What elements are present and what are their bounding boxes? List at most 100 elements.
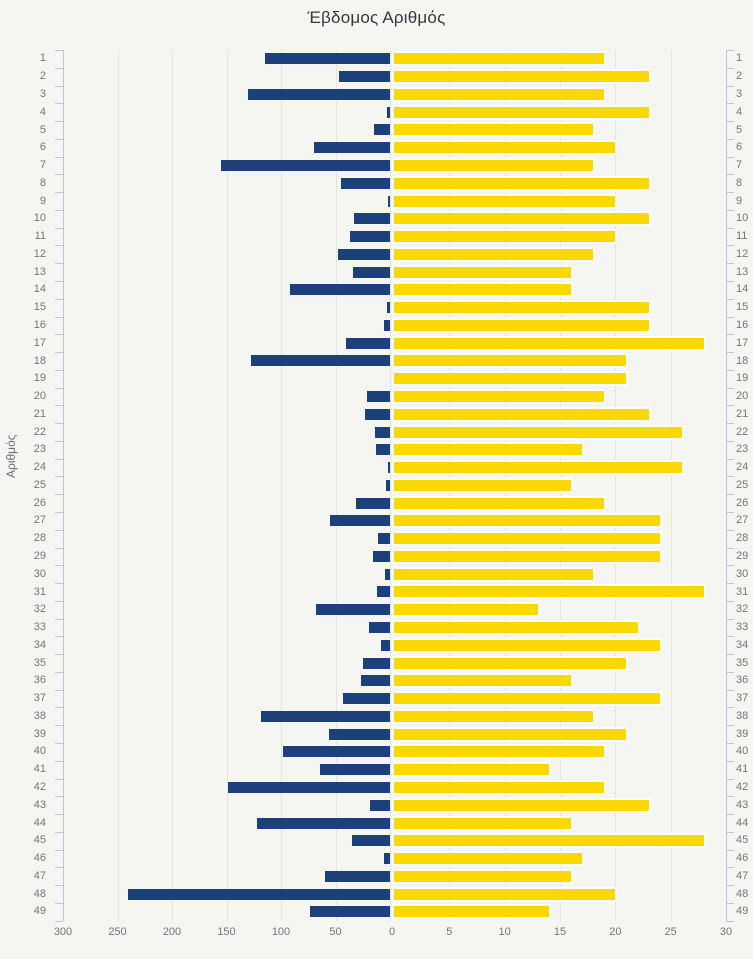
category-label-right: 39 — [736, 727, 749, 740]
row-tick-right — [726, 920, 734, 922]
x-axis-tick-label: 5 — [446, 926, 453, 938]
x-axis-tick-label: 20 — [609, 926, 622, 938]
row-tick-right — [726, 814, 734, 816]
category-label-right: 16 — [736, 318, 749, 331]
bar-left — [337, 248, 390, 260]
category-label-right: 15 — [736, 301, 749, 314]
category-label-right: 9 — [736, 194, 743, 207]
x-axis-tick-label: 30 — [719, 926, 733, 938]
category-label-right: 18 — [736, 354, 749, 367]
category-label-right: 46 — [736, 852, 749, 864]
category-label-right: 37 — [736, 692, 749, 705]
row-tick-left — [55, 369, 63, 371]
row-tick-left — [55, 192, 63, 194]
bar-right — [392, 637, 662, 653]
category-label-left: 12 — [33, 247, 46, 260]
bar-right — [392, 104, 651, 120]
bar-right — [392, 584, 706, 600]
category-label-left: 11 — [34, 230, 46, 243]
gridline-left-200 — [172, 50, 173, 921]
x-axis-tick-label: 250 — [108, 926, 127, 938]
bar-right — [392, 211, 651, 227]
bar-row — [63, 281, 726, 299]
row-tick-right — [726, 849, 734, 851]
bar-right — [392, 300, 651, 316]
gridline-right-20 — [615, 50, 617, 921]
row-tick-right — [726, 192, 734, 194]
category-label-left: 24 — [33, 461, 46, 474]
bar-row — [63, 121, 726, 139]
category-label-left: 33 — [33, 621, 46, 633]
bar-row — [63, 174, 726, 192]
row-tick-left — [55, 352, 63, 354]
category-label-left: 10 — [33, 212, 46, 225]
row-tick-right — [726, 316, 734, 318]
bar-row — [63, 157, 726, 175]
bar-row — [63, 903, 726, 921]
row-tick-right — [726, 85, 734, 87]
category-label-left: 22 — [33, 425, 46, 438]
row-tick-left — [55, 281, 63, 282]
bar-row — [63, 245, 726, 263]
row-tick-right — [726, 529, 734, 531]
bar-row — [63, 672, 726, 690]
bar-right — [391, 815, 574, 831]
row-tick-left — [55, 831, 63, 833]
category-label-left: 14 — [33, 283, 46, 296]
category-label-left: 36 — [33, 674, 46, 687]
bar-row — [63, 548, 726, 566]
bar-left — [381, 639, 390, 651]
bar-right — [392, 602, 540, 618]
row-tick-left — [55, 725, 63, 727]
bar-row — [63, 779, 726, 797]
bar-left — [360, 675, 390, 687]
bar-right — [392, 762, 551, 778]
row-tick-right — [726, 423, 734, 425]
bar-row — [63, 405, 726, 423]
row-tick-right — [726, 494, 734, 496]
category-label-right: 43 — [736, 798, 749, 811]
bar-right — [392, 175, 651, 191]
category-label-right: 2 — [736, 70, 743, 83]
category-label-left: 46 — [33, 852, 46, 864]
row-tick-right — [726, 831, 734, 833]
category-label-left: 7 — [39, 159, 46, 171]
bar-row — [63, 512, 726, 530]
bar-row — [63, 565, 726, 583]
row-tick-left — [55, 50, 63, 51]
bar-left — [369, 622, 390, 634]
row-tick-left — [55, 263, 63, 265]
bar-right — [391, 477, 574, 493]
bar-left — [340, 177, 390, 189]
bar-left — [386, 302, 390, 314]
category-label-right: 11 — [736, 230, 748, 243]
row-tick-left — [55, 547, 63, 549]
row-tick-left — [55, 636, 63, 638]
row-tick-left — [55, 156, 63, 158]
row-tick-left — [55, 885, 63, 887]
bar-row — [63, 86, 726, 104]
bar-right — [392, 691, 662, 707]
bar-right — [391, 229, 618, 245]
category-label-left: 35 — [33, 656, 46, 669]
bar-left — [385, 479, 390, 491]
bar-row — [63, 601, 726, 619]
bar-row — [63, 476, 726, 494]
row-tick-left — [55, 245, 63, 247]
gridline-left-0 — [390, 50, 391, 921]
bar-right — [392, 833, 706, 849]
category-label-right: 35 — [736, 656, 749, 669]
row-tick-left — [55, 440, 63, 442]
row-tick-left — [55, 902, 63, 904]
category-label-right: 27 — [736, 514, 749, 527]
x-axis-tick-label: 300 — [53, 926, 73, 938]
category-label-right: 6 — [736, 141, 743, 154]
category-label-left: 1 — [39, 52, 46, 65]
row-tick-right — [726, 778, 734, 780]
bar-row — [63, 370, 726, 388]
bar-left — [378, 533, 390, 545]
row-tick-left — [55, 121, 63, 123]
row-tick-right — [726, 565, 734, 567]
bar-left — [289, 284, 390, 296]
category-label-left: 9 — [39, 194, 46, 207]
